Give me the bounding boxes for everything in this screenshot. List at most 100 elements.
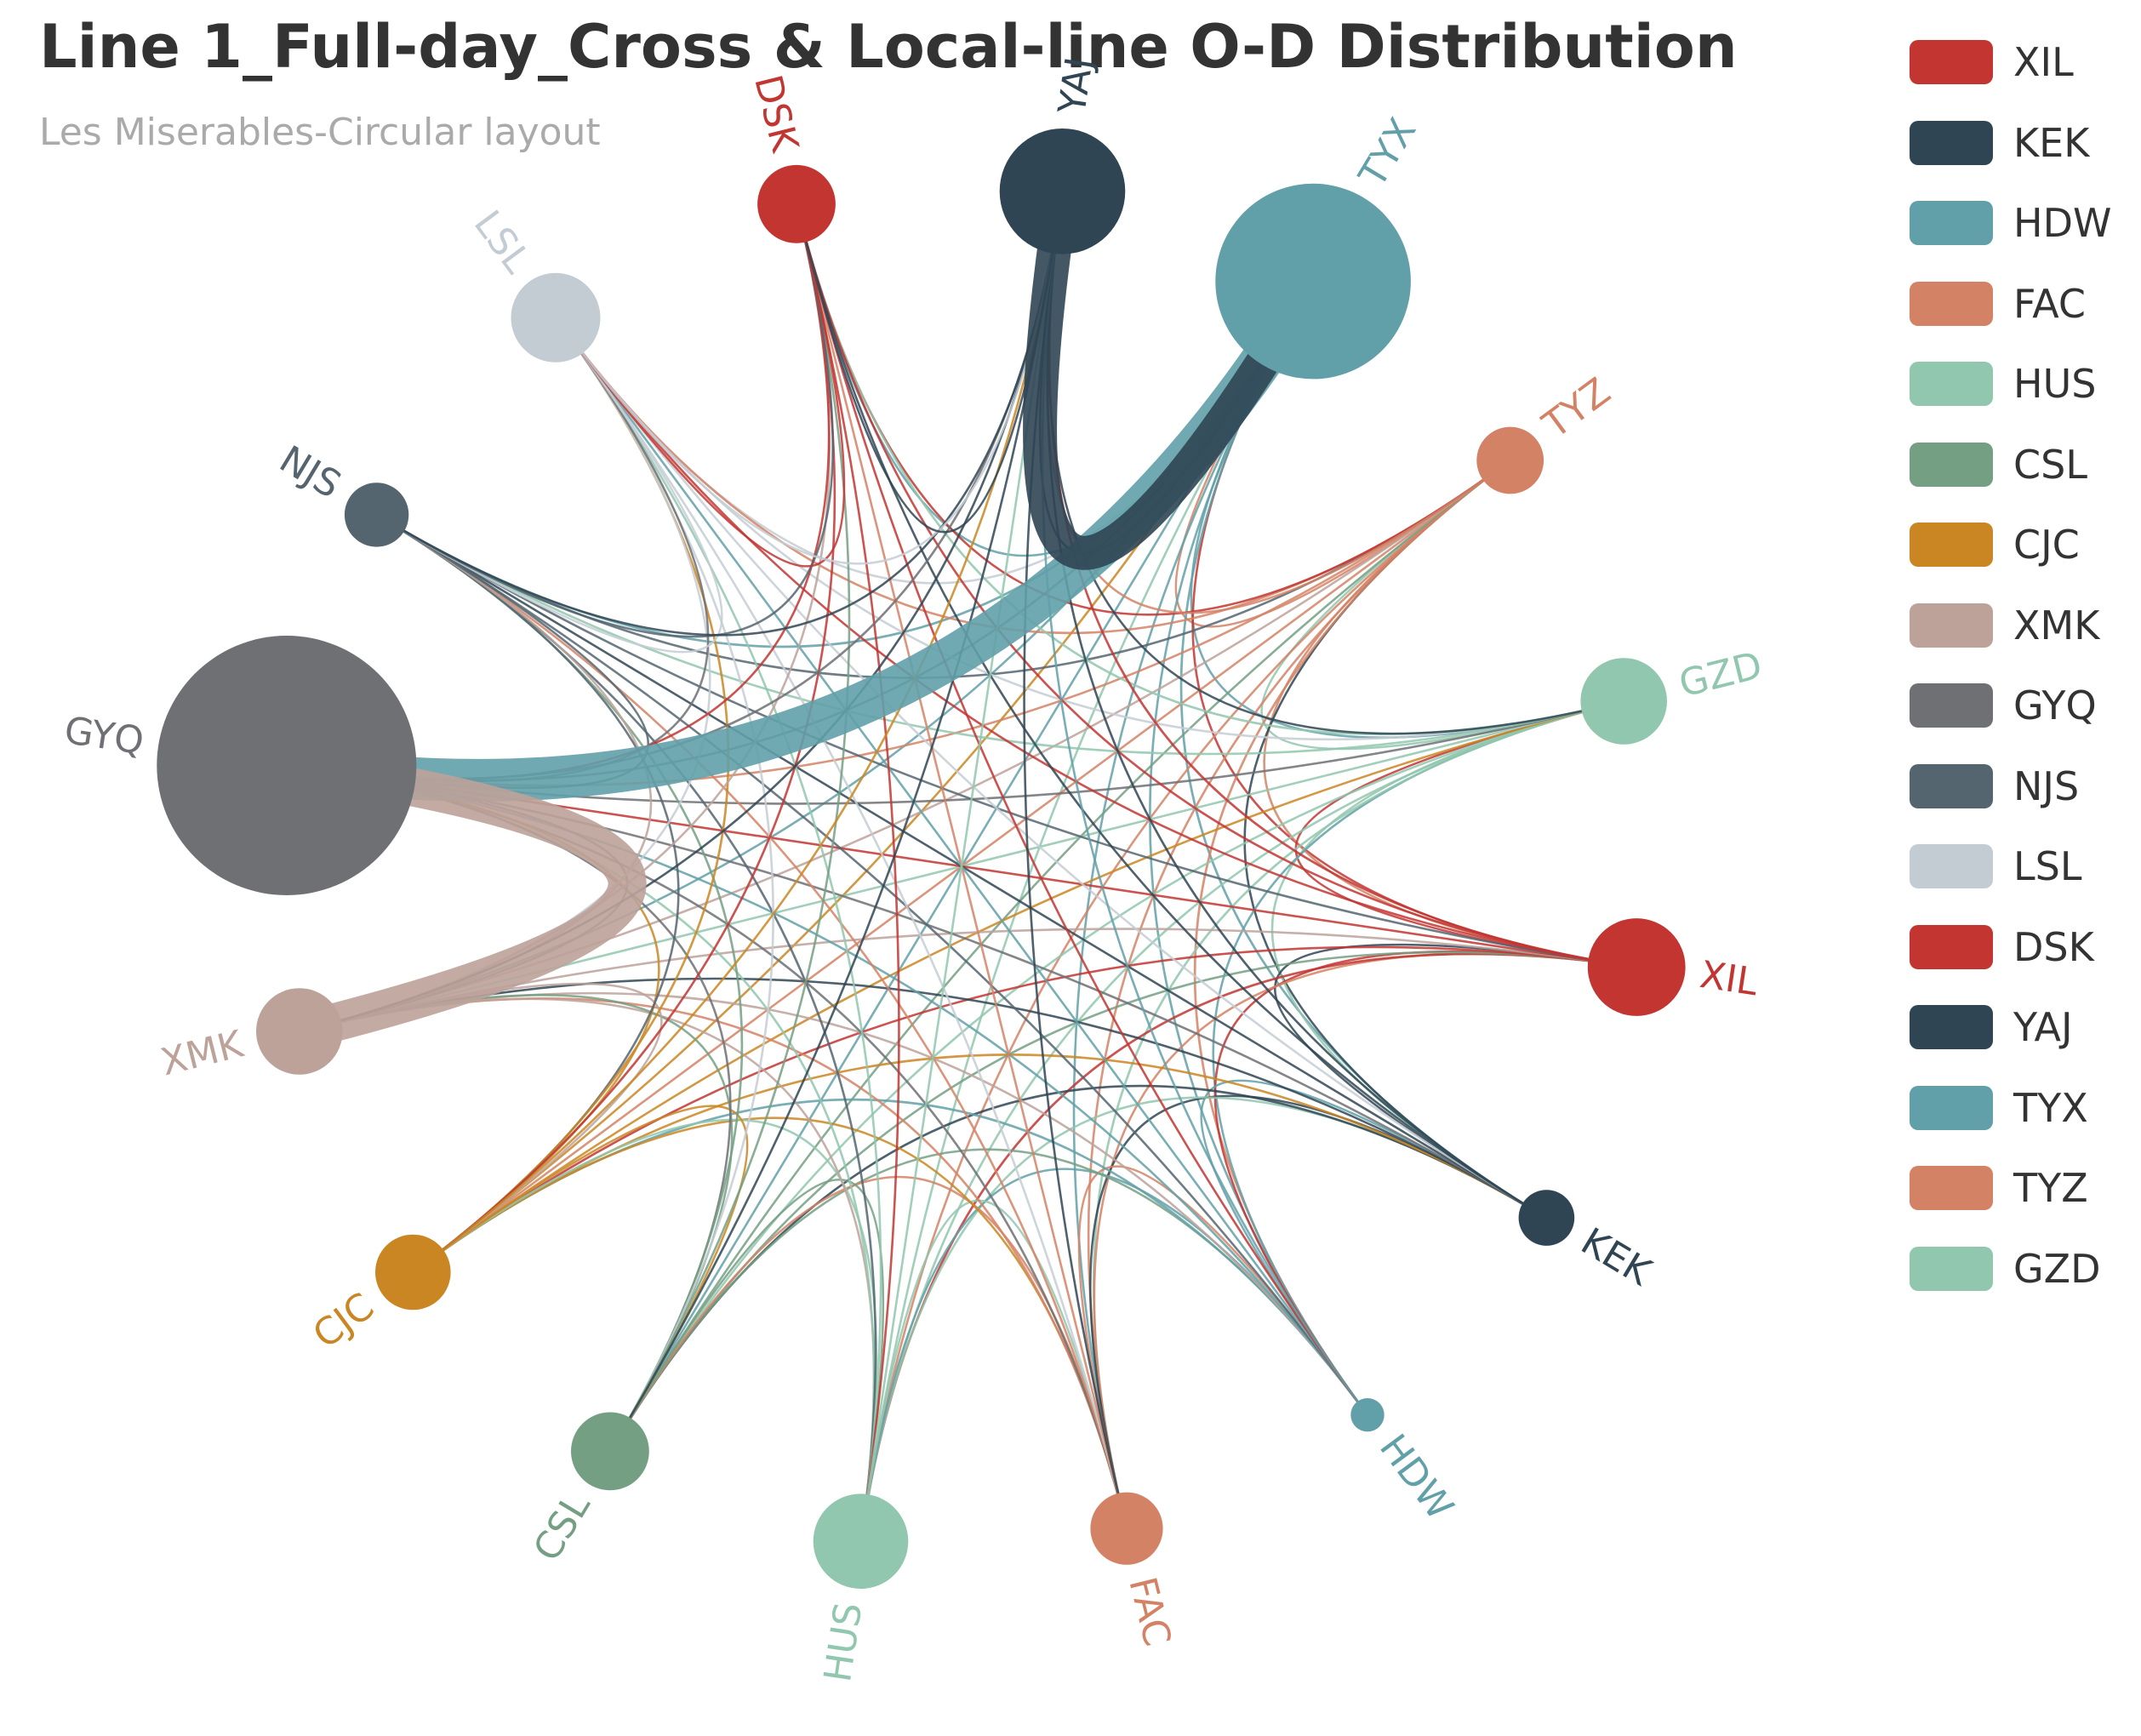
- node-gyq[interactable]: [157, 636, 417, 895]
- node-label-dsk: DSK: [745, 71, 807, 157]
- legend-label: HUS: [2013, 361, 2097, 408]
- link-hdw-kek: [1200, 1079, 1548, 1416]
- link-gzd-tyz: [1260, 459, 1624, 751]
- flow-gyq-tyx: [265, 260, 1335, 802]
- link-hus-gzd: [859, 700, 1624, 1542]
- link-hus-gyq: [286, 764, 876, 1542]
- node-xil[interactable]: [1587, 918, 1686, 1016]
- legend-swatch: [1910, 201, 1993, 246]
- node-cjc[interactable]: [375, 1234, 451, 1311]
- legend-item-njs[interactable]: NJS: [1910, 746, 2141, 827]
- legend-swatch: [1910, 120, 1993, 165]
- legend-swatch: [1910, 442, 1993, 487]
- legend-item-xil[interactable]: XIL: [1910, 22, 2141, 103]
- legend-label: XMK: [2013, 602, 2100, 648]
- node-label-csl: CSL: [525, 1485, 599, 1568]
- legend-swatch: [1910, 763, 1993, 808]
- legend-item-gzd[interactable]: GZD: [1910, 1229, 2141, 1310]
- legend-item-dsk[interactable]: DSK: [1910, 907, 2141, 988]
- link-yaj-njs: [375, 191, 1064, 637]
- node-lsl[interactable]: [511, 272, 601, 363]
- node-kek[interactable]: [1518, 1190, 1575, 1246]
- link-kek-xil: [1274, 943, 1637, 1219]
- link-cjc-gzd: [412, 700, 1624, 1274]
- node-label-xmk: XMK: [157, 1022, 248, 1084]
- legend-swatch: [1910, 924, 1993, 969]
- node-xmk[interactable]: [256, 988, 343, 1075]
- link-csl-xmk: [299, 994, 734, 1453]
- legend-item-fac[interactable]: FAC: [1910, 264, 2141, 345]
- node-yaj[interactable]: [999, 128, 1126, 254]
- link-yaj-xmk: [299, 191, 1064, 1033]
- link-njs-dsk: [375, 203, 834, 638]
- link-fac-hdw: [1077, 1165, 1369, 1529]
- legend-label: YAJ: [2013, 1004, 2073, 1051]
- legend-item-cjc[interactable]: CJC: [1910, 505, 2141, 585]
- node-label-fac: FAC: [1120, 1573, 1179, 1650]
- nodes-layer: [157, 128, 1686, 1589]
- legend-swatch: [1910, 683, 1993, 728]
- node-label-kek: KEK: [1573, 1219, 1659, 1294]
- node-tyx[interactable]: [1215, 183, 1411, 380]
- legend-label: TYX: [2013, 1084, 2088, 1131]
- chart-title: Line 1_Full-day_Cross & Local-line O-D D…: [39, 12, 1738, 82]
- legend-item-gyq[interactable]: GYQ: [1910, 665, 2141, 746]
- chart-subtitle: Les Miserables-Circular layout: [39, 111, 601, 154]
- legend-item-csl[interactable]: CSL: [1910, 425, 2141, 505]
- link-csl-dsk: [608, 203, 851, 1453]
- legend-label: GZD: [2013, 1245, 2101, 1292]
- node-label-xil: XIL: [1697, 953, 1761, 1005]
- link-xil-gzd: [1294, 700, 1637, 968]
- legend-label: LSL: [2013, 843, 2082, 890]
- legend-item-yaj[interactable]: YAJ: [1910, 987, 2141, 1068]
- legend-label: DSK: [2013, 923, 2094, 970]
- link-gyq-yaj: [286, 191, 1064, 780]
- node-tyz[interactable]: [1476, 426, 1544, 494]
- legend-item-hus[interactable]: HUS: [1910, 344, 2141, 425]
- legend-label: CSL: [2013, 441, 2087, 488]
- link-cjc-csl: [412, 1105, 749, 1453]
- legend-swatch: [1910, 40, 1993, 85]
- link-cjc-yaj: [412, 191, 1064, 1274]
- legend-item-hdw[interactable]: HDW: [1910, 183, 2141, 264]
- link-lsl-kek: [554, 317, 1548, 1219]
- link-dsk-lsl: [554, 203, 846, 568]
- node-hus[interactable]: [813, 1493, 909, 1589]
- link-njs-xil: [375, 513, 1637, 968]
- link-lsl-fac: [554, 317, 1128, 1529]
- node-gzd[interactable]: [1580, 658, 1667, 745]
- link-njs-hdw: [375, 513, 1369, 1416]
- legend-label: HDW: [2013, 200, 2112, 247]
- legend-item-kek[interactable]: KEK: [1910, 103, 2141, 184]
- link-csl-hus: [608, 1179, 885, 1542]
- legend-swatch: [1910, 1085, 1993, 1130]
- node-label-cjc: CJC: [305, 1285, 382, 1357]
- legend-label: XIL: [2013, 39, 2074, 86]
- link-dsk-xil: [795, 203, 1637, 968]
- legend-item-xmk[interactable]: XMK: [1910, 585, 2141, 666]
- legend-swatch: [1910, 1005, 1993, 1050]
- node-njs[interactable]: [344, 483, 409, 547]
- node-fac[interactable]: [1090, 1492, 1163, 1565]
- node-label-gyq: GYQ: [61, 709, 146, 763]
- link-xil-cjc: [412, 945, 1637, 1274]
- legend-item-tyz[interactable]: TYZ: [1910, 1148, 2141, 1229]
- node-hdw[interactable]: [1350, 1398, 1385, 1432]
- legend-swatch: [1910, 281, 1993, 326]
- legend-item-tyx[interactable]: TYX: [1910, 1068, 2141, 1149]
- legend-item-lsl[interactable]: LSL: [1910, 826, 2141, 907]
- link-hus-kek: [859, 1096, 1548, 1542]
- link-xil-hus: [859, 952, 1637, 1542]
- flow-yaj-tyx: [1023, 174, 1331, 570]
- node-label-lsl: LSL: [465, 203, 540, 282]
- node-dsk[interactable]: [757, 164, 836, 243]
- link-hus-lsl: [554, 317, 882, 1542]
- node-csl[interactable]: [571, 1412, 649, 1491]
- link-njs-hus: [375, 513, 877, 1542]
- link-gyq-fac: [286, 764, 1128, 1529]
- legend-swatch: [1910, 844, 1993, 889]
- node-label-hus: HUS: [816, 1600, 871, 1685]
- legend-label: GYQ: [2013, 682, 2097, 729]
- link-hus-fac: [859, 1199, 1128, 1542]
